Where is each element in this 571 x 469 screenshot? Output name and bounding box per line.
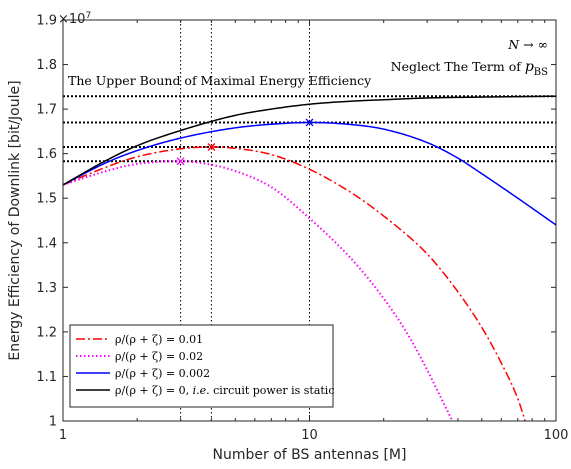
reference-lines: [63, 20, 556, 421]
x-tick-label-0: 1: [59, 428, 67, 443]
y-multiplier-exponent: 7: [85, 11, 91, 21]
axis-ticks: 1 1.1 1.2 1.3 1.4 1.5 1.6 1.7 1.8 1.9 1 10 100: [36, 14, 568, 444]
legend-label-main: ρ/(ρ + ζ) = 0.02: [115, 350, 203, 363]
x-axis-label: Number of BS antennas [M]: [213, 447, 407, 463]
y-tick-label-8: 1.8: [36, 58, 57, 73]
peak-marker-0: [207, 143, 216, 151]
legend-label-1: ρ/(ρ + ζ) = 0.02: [115, 350, 203, 363]
series-line-3: [62, 95, 557, 186]
upper-bound-annotation: The Upper Bound of Maximal Energy Effici…: [68, 73, 372, 88]
peak-marker-2: [305, 118, 314, 127]
legend-label-main: ρ/(ρ + ζ) = 0,: [115, 384, 193, 397]
legend-box: [69, 324, 334, 408]
y-multiplier-base: ×10: [58, 12, 85, 27]
legend-label-0: ρ/(ρ + ζ) = 0.01: [115, 333, 203, 346]
legend-label-main: ρ/(ρ + ζ) = 0.002: [115, 367, 210, 380]
neglect-text: Neglect The Term of: [391, 59, 525, 74]
legend-label-tail: circuit power is static: [210, 384, 335, 397]
legend: ρ/(ρ + ζ) = 0.01 ρ/(ρ + ζ) = 0.02 ρ/(ρ + ζ…: [69, 324, 334, 408]
legend-label-3: ρ/(ρ + ζ) = 0, i.e. circuit power is sta…: [115, 384, 334, 397]
y-tick-label-0: 1: [49, 415, 57, 430]
y-tick-label-9: 1.9: [36, 14, 57, 29]
n-infinity-annotation: N → ∞: [507, 37, 548, 52]
peak-markers: [176, 118, 314, 166]
x-tick-label-1: 10: [301, 428, 318, 443]
series-layer: [62, 95, 557, 422]
y-tick-label-7: 1.7: [36, 103, 57, 118]
y-tick-label-4: 1.4: [36, 236, 57, 251]
y-tick-label-3: 1.3: [36, 281, 57, 296]
peak-marker-1: [176, 157, 185, 166]
y-tick-label-6: 1.6: [36, 147, 57, 162]
y-tick-label-1: 1.1: [36, 370, 57, 385]
legend-label-2: ρ/(ρ + ζ) = 0.002: [115, 367, 210, 380]
pbs-subscript: BS: [534, 67, 548, 78]
y-axis-label: Energy Efficiency of Downlink [bit/Joule…: [7, 80, 23, 360]
neglect-pbs-annotation: Neglect The Term of pBS: [391, 59, 549, 78]
pbs-symbol: p: [525, 59, 534, 75]
series-line-2: [62, 121, 557, 226]
legend-label-main: ρ/(ρ + ζ) = 0.01: [115, 333, 203, 346]
legend-label-italic: i.e.: [193, 384, 210, 397]
series-line-0: [62, 146, 526, 422]
series-line-1: [62, 160, 454, 422]
y-tick-label-5: 1.5: [36, 192, 57, 207]
x-tick-label-2: 100: [544, 428, 569, 443]
y-multiplier: ×107: [58, 11, 91, 27]
y-tick-label-2: 1.2: [36, 325, 57, 340]
